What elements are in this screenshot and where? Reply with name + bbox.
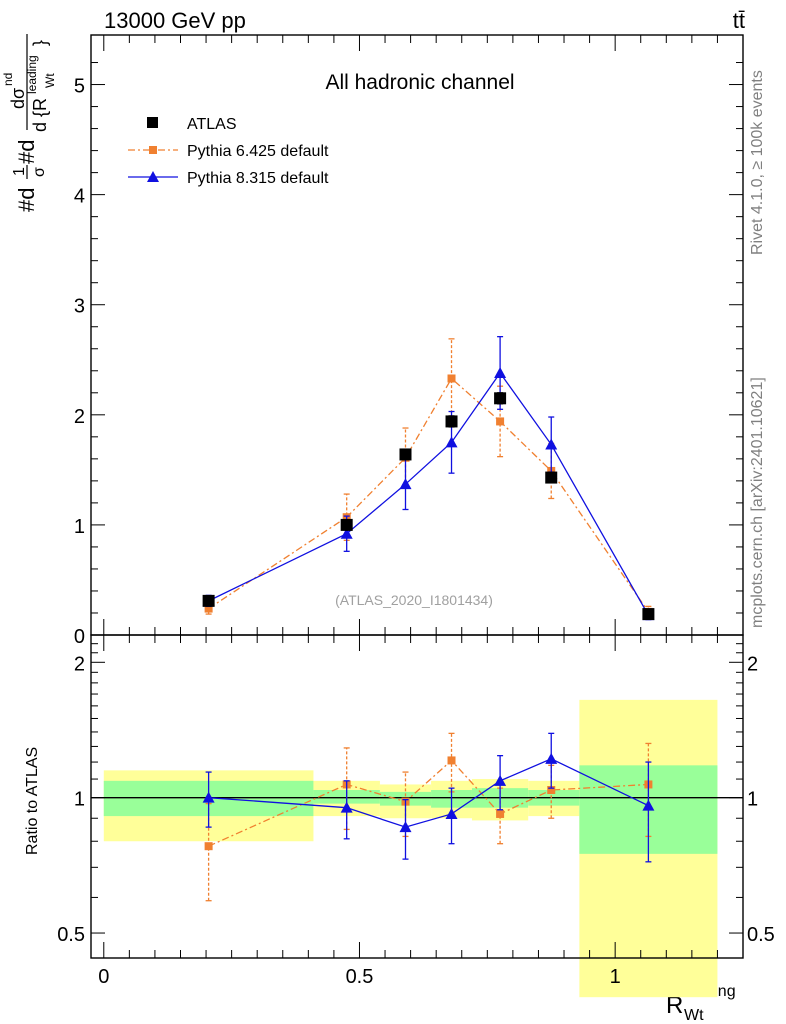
main-ytick-label: 5 — [74, 76, 85, 98]
x-label-sub: Wt — [684, 1007, 704, 1024]
header-process-label: tt̄ — [733, 8, 745, 33]
ratio-frame — [90, 634, 744, 959]
ratio-panel — [91, 732, 743, 902]
xtick-label: 1 — [610, 966, 621, 988]
mcplots-label: mcplots.cern.ch [arXiv:2401.10621] — [749, 377, 766, 628]
legend-atlas-marker — [147, 117, 158, 128]
main-pythia6-line — [208, 377, 649, 613]
main-y-label-d-r: d {R — [30, 98, 50, 132]
ratio-ytick-label-right: 2 — [747, 653, 758, 675]
main-y-label-nd: nd — [1, 73, 15, 86]
ratio-pythia6-point-0 — [204, 842, 213, 851]
main-y-label-frac-den: σ — [31, 167, 48, 177]
main-ytick-label: 2 — [74, 406, 85, 428]
chart-title: All hadronic channel — [325, 71, 514, 94]
main-pythia8-point-2 — [399, 478, 412, 490]
ratio-pythia8-point-1 — [340, 801, 353, 813]
legend-atlas-label: ATLAS — [187, 116, 237, 133]
main-y-label-frac-num: 1 — [11, 167, 28, 176]
ratio-pythia8-point-5 — [545, 752, 558, 764]
main-ytick-label: 0 — [74, 626, 85, 648]
header-energy-label: 13000 GeV pp — [104, 8, 246, 33]
ratio-ytick-label-left: 0.5 — [57, 924, 85, 946]
ratio-pythia6-point-3 — [447, 756, 456, 765]
legend-pythia8-label: Pythia 8.315 default — [187, 170, 329, 187]
ratio-ytick-label-left: 1 — [74, 789, 85, 811]
ratio-pythia6-point-5 — [547, 786, 556, 795]
main-y-label-d2: #d — [14, 140, 39, 164]
main-ytick-label: 3 — [74, 296, 85, 318]
main-atlas-point-5 — [545, 471, 558, 484]
ratio-ytick-label-right: 1 — [747, 789, 758, 811]
legend-pythia6-label: Pythia 6.425 default — [187, 143, 329, 160]
main-y-label-leading: leading — [25, 55, 39, 94]
main-y-label-dsigma: dσ — [8, 88, 28, 109]
ratio-pythia8-point-0 — [202, 791, 215, 803]
main-pythia6-point-4 — [496, 417, 505, 426]
x-axis-label: R Wt leading — [666, 983, 736, 1024]
main-pythia8-point-3 — [445, 436, 458, 448]
main-atlas-point-3 — [445, 415, 458, 428]
legend-pythia6-marker — [149, 146, 157, 154]
ratio-pythia8-point-2 — [399, 821, 412, 833]
ratio-pythia8-point-4 — [494, 774, 507, 786]
main-y-label-close: } — [30, 40, 50, 46]
analysis-watermark: (ATLAS_2020_I1801434) — [335, 592, 493, 608]
main-pythia6-point-0 — [204, 604, 213, 613]
ratio-ytick-label-right: 0.5 — [747, 924, 775, 946]
main-atlas-point-6 — [642, 608, 655, 621]
main-ytick-label: 1 — [74, 516, 85, 538]
main-y-axis-label: #d 1 σ #d dσ nd d {R leading Wt } — [1, 34, 57, 212]
main-y-label-wt: Wt — [43, 73, 57, 88]
rivet-version-label: Rivet 4.1.0, ≥ 100k events — [749, 70, 766, 255]
main-panel — [202, 336, 655, 621]
main-pythia8-point-4 — [494, 366, 507, 378]
main-atlas-point-2 — [399, 448, 412, 461]
legend-pythia8-marker — [147, 171, 159, 182]
legend: ATLAS Pythia 6.425 default Pythia 8.315 … — [128, 116, 329, 187]
ratio-y-axis-label: Ratio to ATLAS — [24, 747, 41, 855]
main-ytick-label: 4 — [74, 186, 85, 208]
main-pythia8-line — [208, 371, 649, 616]
main-atlas-point-0 — [202, 594, 215, 607]
main-atlas-point-4 — [494, 392, 507, 405]
main-pythia6-point-3 — [447, 374, 456, 383]
main-y-label-d1: #d — [14, 188, 39, 212]
xtick-label: 0 — [98, 966, 109, 988]
main-pythia8-point-1 — [340, 527, 353, 539]
x-label-r: R — [666, 992, 683, 1019]
axes: 0 1 2 3 4 5 0 0.5 1 0.5 0.5 1 1 2 2 — [57, 34, 775, 988]
main-atlas-point-1 — [340, 518, 353, 531]
ratio-pythia6-point-4 — [496, 809, 505, 818]
ratio-ytick-label-left: 2 — [74, 653, 85, 675]
xtick-label: 0.5 — [346, 966, 374, 988]
ratio-pythia8-point-6 — [642, 799, 655, 811]
ratio-pythia8-point-3 — [445, 807, 458, 819]
main-pythia8-point-5 — [545, 438, 558, 450]
